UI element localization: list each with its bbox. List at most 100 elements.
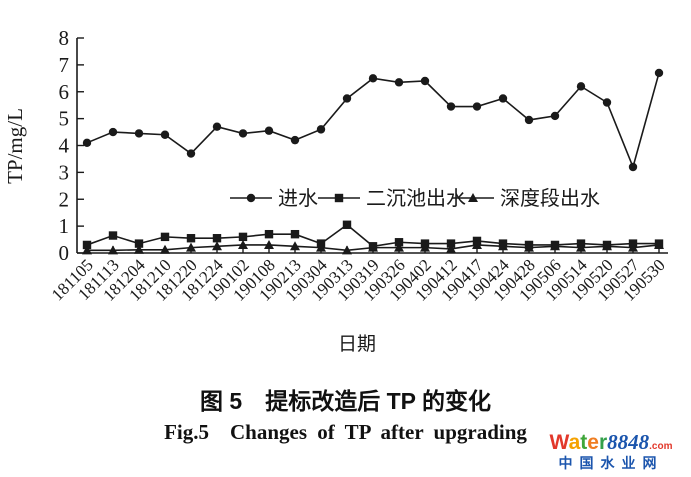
watermark-letter: e <box>587 431 599 455</box>
watermark-subtitle: 中国水业网 <box>558 455 664 472</box>
data-point <box>238 239 248 249</box>
data-point <box>498 241 508 251</box>
data-point <box>212 122 222 131</box>
watermark-letter: r <box>598 431 608 455</box>
data-point <box>628 242 638 252</box>
data-point <box>160 130 170 139</box>
y-tick-label: 6 <box>59 80 70 104</box>
data-point <box>290 229 300 239</box>
data-point <box>316 242 326 252</box>
figure-caption-zh: 图 5 提标改造后 TP 的变化 <box>200 388 491 414</box>
legend-label: 深度段出水 <box>500 187 600 210</box>
data-point <box>420 76 430 86</box>
data-point <box>394 238 404 247</box>
data-point <box>342 94 352 103</box>
legend-marker-square <box>334 193 344 203</box>
data-point <box>602 98 612 107</box>
data-point <box>108 127 118 137</box>
x-axis-title: 日期 <box>338 333 376 355</box>
y-tick-label: 4 <box>59 134 70 158</box>
legend-marker-triangle <box>468 193 478 202</box>
data-point <box>108 231 118 240</box>
legend-label: 进水 <box>278 187 318 210</box>
data-point <box>186 149 196 158</box>
data-point <box>550 111 560 121</box>
data-point <box>134 239 144 248</box>
data-point <box>264 229 274 239</box>
series-line <box>86 72 660 170</box>
y-tick-label: 2 <box>59 187 70 211</box>
legend-label: 二沉池出水 <box>366 187 466 210</box>
x-axis-ticks: 1811051811131812041812101812201812241901… <box>48 246 669 305</box>
data-point <box>342 220 352 229</box>
y-axis-ticks: 0 1 2 34 5 6 7 8 <box>59 26 84 265</box>
legend-marker-circle <box>246 193 256 203</box>
data-point <box>446 102 456 111</box>
watermark-logo: Water8848.com 中国水业网 <box>537 431 685 471</box>
data-point <box>524 242 534 252</box>
data-series <box>82 68 664 255</box>
data-point <box>290 241 300 251</box>
data-point <box>290 135 300 145</box>
data-point <box>264 126 274 135</box>
data-point <box>654 239 664 249</box>
chart-legend: 进水 二沉池出水 深度段出水 <box>230 187 600 210</box>
data-point <box>186 234 196 243</box>
data-point <box>602 241 612 251</box>
legend-item: 进水 <box>230 187 318 210</box>
y-tick-label: 1 <box>59 214 70 238</box>
series-triangle <box>82 239 664 255</box>
data-point <box>238 129 248 138</box>
data-point <box>108 245 118 255</box>
watermark-letter: a <box>568 431 581 455</box>
data-point <box>446 239 456 248</box>
figure-caption-en: Fig.5 Changes of TP after upgrading <box>164 420 527 444</box>
data-point <box>160 232 170 242</box>
watermark-tld: .com <box>649 441 673 453</box>
data-point <box>134 129 144 138</box>
data-point <box>82 240 92 250</box>
data-point <box>82 138 92 148</box>
data-point <box>394 78 404 87</box>
watermark-letter: W <box>549 431 569 455</box>
y-tick-label: 5 <box>59 107 70 131</box>
data-point <box>394 242 404 252</box>
tp-line-chart: 1811051811131812041812101812201812241901… <box>3 26 669 355</box>
axes <box>76 38 668 254</box>
data-point <box>160 244 170 254</box>
y-tick-label: 3 <box>59 160 70 184</box>
data-point <box>498 94 508 103</box>
data-point <box>238 232 248 242</box>
watermark-number: 8848 <box>607 430 650 455</box>
data-point <box>576 82 586 91</box>
watermark-brand: Water <box>550 431 608 454</box>
data-point <box>316 125 326 134</box>
data-point <box>628 162 638 172</box>
data-point <box>446 243 456 253</box>
y-axis-title: TP/mg/L <box>3 108 27 184</box>
data-point <box>368 74 378 83</box>
data-point <box>82 245 92 255</box>
y-tick-label: 0 <box>59 241 70 265</box>
watermark-brand-line: Water8848.com <box>537 431 685 454</box>
legend-item: 深度段出水 <box>452 187 600 210</box>
data-point <box>654 68 664 78</box>
data-point <box>420 242 430 252</box>
data-point <box>550 241 560 251</box>
data-point <box>472 239 482 249</box>
data-point <box>576 242 586 252</box>
y-tick-label: 7 <box>59 53 70 77</box>
data-point <box>212 234 222 243</box>
data-point <box>186 242 196 252</box>
legend-item: 二沉池出水 <box>318 187 466 210</box>
data-point <box>212 241 222 251</box>
data-point <box>524 115 534 125</box>
watermark-letter: t <box>580 431 588 455</box>
series-circle <box>82 68 664 172</box>
data-point <box>264 239 274 249</box>
data-point <box>134 244 144 254</box>
y-tick-label: 8 <box>59 26 70 50</box>
data-point <box>472 102 482 111</box>
data-point <box>368 242 378 252</box>
